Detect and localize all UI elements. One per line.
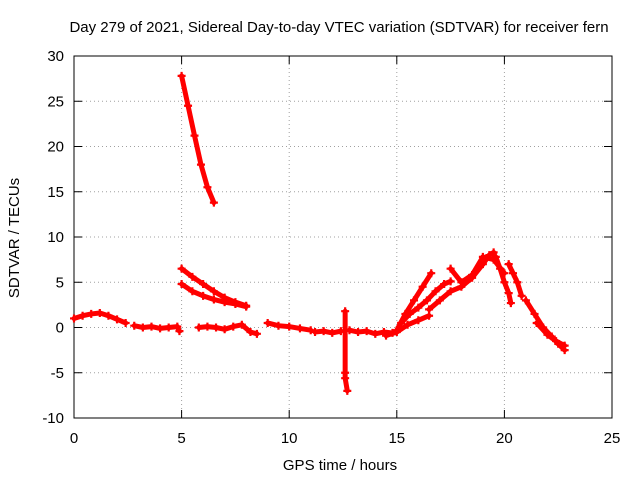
series-line	[534, 320, 550, 338]
y-tick-label: 25	[47, 93, 64, 110]
series	[341, 307, 352, 395]
series-line	[420, 270, 434, 290]
y-tick-label: -10	[42, 410, 64, 427]
series	[263, 318, 315, 335]
series	[177, 71, 218, 207]
data-point	[121, 318, 130, 327]
x-tick-label: 10	[281, 430, 298, 447]
data-point	[560, 341, 569, 350]
series-line	[523, 297, 538, 317]
y-tick-label: 15	[47, 184, 64, 201]
data-point	[209, 198, 218, 207]
y-tick-label: 10	[47, 229, 64, 246]
y-tick-label: 20	[47, 139, 64, 156]
series	[311, 327, 345, 337]
series	[491, 252, 515, 308]
y-axis: -10 -5 0 5 10 15 20 25 30	[42, 48, 612, 427]
data-point	[506, 299, 515, 308]
series	[70, 309, 130, 327]
chart-title: Day 279 of 2021, Sidereal Day-to-day VTE…	[69, 19, 608, 36]
series-line	[179, 73, 191, 109]
x-axis: 0 5 10 15 20 25	[70, 56, 621, 447]
x-tick-label: 25	[604, 430, 621, 447]
data-point	[517, 291, 526, 300]
series	[504, 260, 526, 300]
x-tick-label: 5	[177, 430, 185, 447]
y-tick-label: -5	[51, 365, 64, 382]
x-tick-label: 15	[388, 430, 405, 447]
series	[382, 311, 434, 340]
series-line	[185, 103, 198, 139]
data-point	[489, 248, 498, 257]
series-line	[448, 266, 464, 285]
x-tick-label: 0	[70, 430, 78, 447]
series	[177, 280, 251, 311]
y-axis-label: SDTVAR / TECUs	[6, 178, 23, 298]
series	[532, 318, 569, 350]
x-axis-label: GPS time / hours	[283, 457, 397, 474]
data-point	[252, 329, 261, 338]
series-line	[411, 284, 426, 303]
y-tick-label: 30	[47, 48, 64, 65]
data-point	[427, 269, 436, 278]
data-point	[175, 327, 184, 336]
data-point	[242, 302, 251, 311]
series-line	[402, 297, 417, 317]
series	[130, 321, 184, 336]
series-line	[469, 254, 486, 278]
x-tick-label: 20	[496, 430, 513, 447]
y-tick-label: 5	[56, 274, 64, 291]
grid	[74, 56, 612, 418]
data-point	[343, 386, 352, 395]
data-point	[446, 277, 455, 286]
series	[397, 277, 455, 327]
series-line	[192, 133, 204, 168]
y-tick-label: 0	[56, 320, 64, 337]
data-points	[70, 71, 569, 395]
series	[194, 320, 261, 338]
